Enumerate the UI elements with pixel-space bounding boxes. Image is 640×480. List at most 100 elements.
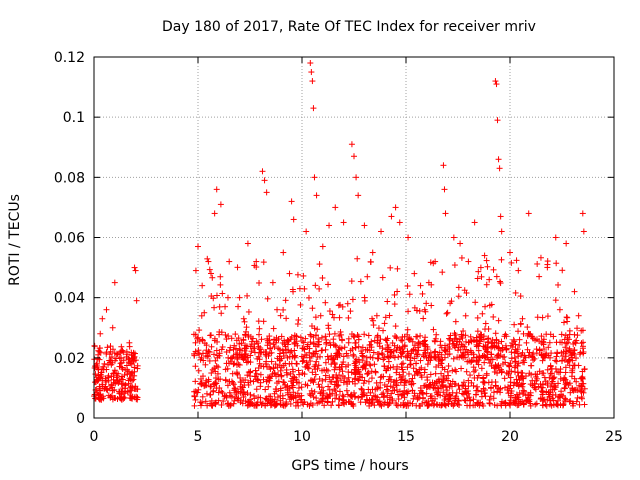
data-point-cloud (443, 310, 450, 317)
data-point-cloud (253, 264, 260, 271)
data-point-cloud (372, 369, 379, 376)
data-point-cloud (108, 373, 115, 380)
data-point-cloud (511, 321, 518, 328)
data-point-cloud (570, 347, 577, 354)
data-point-cloud (270, 341, 277, 348)
data-point (274, 306, 281, 313)
data-point-cloud (293, 379, 300, 386)
data-point (211, 210, 218, 217)
data-point (118, 354, 125, 361)
data-point-cloud (296, 393, 303, 400)
data-point-cloud (533, 350, 540, 357)
data-point (332, 204, 339, 211)
data-point-cloud (307, 392, 314, 399)
data-point-cloud (277, 367, 284, 374)
data-point-cloud (213, 363, 220, 370)
data-point-cloud (300, 339, 307, 346)
data-point (348, 141, 355, 148)
data-point-cloud (328, 402, 335, 409)
data-point-cloud (222, 331, 229, 338)
data-point (317, 312, 324, 319)
data-point-cloud (498, 256, 505, 263)
data-point-cloud (414, 353, 421, 360)
data-point-cloud (280, 306, 287, 313)
data-point-cloud (494, 354, 501, 361)
data-point-cloud (426, 381, 433, 388)
data-point-cloud (438, 357, 445, 364)
data-point-cloud (391, 291, 398, 298)
data-point (440, 162, 447, 169)
data-point-cloud (517, 293, 524, 300)
data-point-cloud (384, 342, 391, 349)
data-point-cloud (349, 296, 356, 303)
data-point-cloud (407, 361, 414, 368)
data-point-cloud (299, 370, 306, 377)
data-point-cloud (304, 341, 311, 348)
data-point-cloud (256, 325, 263, 332)
data-point-cloud (333, 343, 340, 350)
data-point (563, 240, 570, 247)
data-point-cloud (271, 343, 278, 350)
data-point-cloud (475, 347, 482, 354)
data-point-cloud (228, 335, 235, 342)
data-point-cloud (560, 400, 567, 407)
data-point-cloud (563, 347, 570, 354)
data-point-cloud (421, 338, 428, 345)
data-point-cloud (244, 372, 251, 379)
data-point-cloud (512, 358, 519, 365)
data-point-cloud (394, 265, 401, 272)
data-point-cloud (324, 394, 331, 401)
data-point (340, 219, 347, 226)
data-point-cloud (230, 400, 237, 407)
data-point-cloud (327, 378, 334, 385)
data-point-cloud (312, 371, 319, 378)
data-point-cloud (218, 388, 225, 395)
data-point-cloud (192, 363, 199, 370)
data-point-cloud (472, 367, 479, 374)
data-point-cloud (222, 377, 229, 384)
data-point-cloud (451, 262, 458, 269)
data-point-cloud (519, 375, 526, 382)
data-point-cloud (497, 280, 504, 287)
data-point-cloud (526, 370, 533, 377)
data-point-cloud (199, 393, 206, 400)
data-point-cloud (474, 383, 481, 390)
data-point-cloud (408, 350, 415, 357)
data-point-cloud (556, 393, 563, 400)
data-point-cloud (274, 364, 281, 371)
data-point-cloud (480, 336, 487, 343)
data-point-cloud (424, 377, 431, 384)
data-point-cloud (361, 331, 368, 338)
data-point-cloud (483, 372, 490, 379)
data-point-cloud (256, 356, 263, 363)
data-point-cloud (96, 345, 103, 352)
data-point-cloud (391, 378, 398, 385)
data-point-cloud (456, 402, 463, 409)
data-point-cloud (462, 383, 469, 390)
data-point-cloud (569, 386, 576, 393)
data-point-cloud (305, 294, 312, 301)
data-point-cloud (294, 399, 301, 406)
data-point-cloud (506, 363, 513, 370)
data-point-cloud (554, 397, 561, 404)
data-point-cloud (491, 339, 498, 346)
data-point-cloud (336, 395, 343, 402)
data-point-cloud (296, 371, 303, 378)
data-point-cloud (367, 389, 374, 396)
data-point-cloud (406, 291, 413, 298)
data-point-cloud (335, 346, 342, 353)
data-point-cloud (381, 401, 388, 408)
data-point-cloud (387, 349, 394, 356)
data-point-cloud (235, 335, 242, 342)
data-point-cloud (546, 394, 553, 401)
data-point-cloud (482, 326, 489, 333)
data-point-cloud (218, 401, 225, 408)
data-point-cloud (553, 260, 560, 267)
data-point (465, 258, 472, 265)
data-point-cloud (455, 344, 462, 351)
data-point-cloud (209, 274, 216, 281)
data-point-cloud (421, 369, 428, 376)
data-point-cloud (444, 387, 451, 394)
data-point-cloud (247, 396, 254, 403)
